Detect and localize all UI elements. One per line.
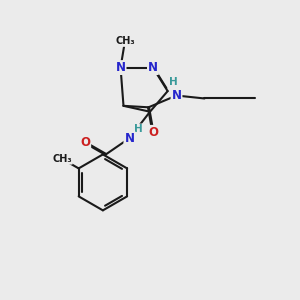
Text: N: N: [116, 61, 126, 74]
Text: N: N: [172, 89, 182, 102]
Text: H: H: [169, 77, 178, 87]
Text: N: N: [148, 61, 158, 74]
Text: O: O: [80, 136, 90, 149]
Text: CH₃: CH₃: [52, 154, 72, 164]
Text: H: H: [134, 124, 142, 134]
Text: CH₃: CH₃: [115, 36, 135, 46]
Text: N: N: [124, 132, 134, 145]
Text: O: O: [148, 126, 158, 139]
